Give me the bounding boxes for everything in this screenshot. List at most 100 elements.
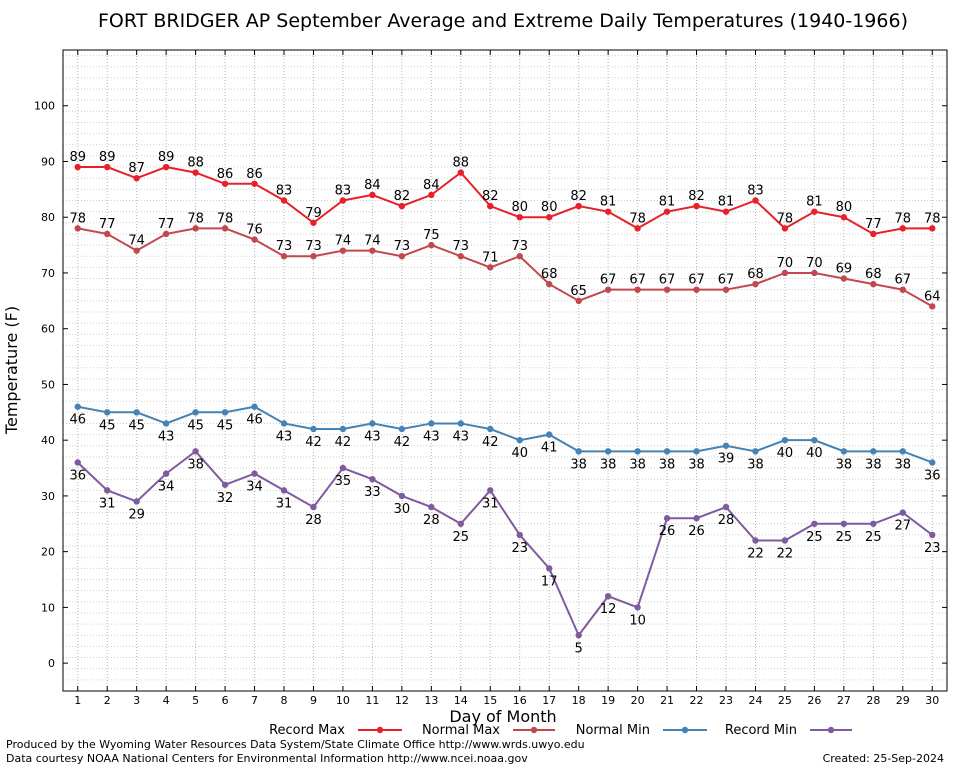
x-tick-label: 1 [74,694,81,707]
data-point-record-max [369,191,376,199]
data-point-record-min [428,503,435,511]
data-point-normal-max [104,230,111,238]
data-label-normal-max: 68 [865,267,882,282]
legend-label-normal-max: Normal Max [422,723,500,738]
data-label-normal-max: 73 [394,239,411,254]
y-tick-label: 60 [41,323,55,336]
data-point-record-max [516,214,523,221]
data-label-normal-max: 73 [305,239,322,254]
data-point-record-min [929,531,936,539]
data-label-record-max: 78 [629,211,646,226]
x-tick-label: 28 [866,694,880,707]
data-point-normal-max [575,297,582,305]
data-label-normal-min: 39 [718,452,735,467]
data-label-record-max: 84 [364,178,381,193]
data-label-record-min: 23 [511,541,528,556]
data-point-normal-max [722,286,730,293]
data-point-record-max [192,169,199,176]
series-record-min: 36 31 29 34 38 32 34 31 28 35 33 30 28 25 31 23 17 5 12 10 2… [69,448,941,656]
data-label-record-max: 80 [511,200,528,215]
x-tick-label: 24 [748,694,762,707]
data-label-normal-min: 42 [482,435,499,450]
data-label-normal-max: 65 [570,284,587,299]
data-label-normal-min: 38 [688,457,705,472]
data-label-record-min: 38 [187,457,204,472]
data-label-record-max: 78 [924,211,941,226]
data-point-normal-max [604,286,612,293]
data-point-normal-min [516,436,523,444]
data-point-record-min [221,481,229,488]
data-label-record-max: 86 [246,167,263,182]
data-point-normal-min [929,459,936,466]
data-label-normal-min: 38 [659,457,676,472]
data-label-normal-max: 73 [453,239,470,254]
data-point-record-max [251,180,258,187]
x-tick-label: 29 [896,694,910,707]
data-point-normal-max [663,286,671,293]
x-tick-label: 2 [104,694,111,707]
data-point-normal-max [251,236,258,243]
data-point-record-max [722,208,730,215]
data-point-normal-max [781,269,789,277]
data-point-record-min [369,475,376,483]
data-label-normal-max: 75 [423,228,440,243]
data-label-record-max: 77 [865,217,882,232]
data-label-normal-max: 67 [718,273,735,288]
data-point-record-min [133,498,140,505]
x-tick-label: 20 [631,694,645,707]
data-point-normal-max [310,253,317,260]
data-label-normal-min: 43 [364,429,381,444]
data-label-record-max: 89 [69,150,86,165]
legend-marker-normal-min [681,726,689,734]
data-label-record-min: 26 [688,524,705,539]
y-tick-label: 70 [41,267,55,280]
data-point-normal-max [280,253,288,260]
series-normal-min: 46 45 45 43 45 45 46 43 42 42 43 42 43 43 42 40 41 38 38 38… [69,403,941,483]
data-label-normal-min: 43 [423,429,440,444]
data-point-record-max [398,202,406,210]
series-normal-max: 78 77 74 77 78 78 76 73 73 74 74 73 75 73 71 73 68 65 67 67… [69,211,941,310]
x-tick-label: 23 [719,694,733,707]
x-tick-label: 9 [310,694,317,707]
data-point-normal-max [192,225,199,232]
x-tick-label: 26 [807,694,821,707]
data-point-normal-max [74,225,81,232]
data-point-normal-min [192,409,199,416]
footer-credit-line-2: Data courtesy NOAA National Centers for … [6,752,528,765]
x-tick-label: 15 [483,694,497,707]
data-point-record-max [546,214,553,221]
plot-frame [62,49,948,692]
data-label-normal-max: 73 [276,239,293,254]
data-point-normal-min [428,420,435,427]
data-point-normal-min [870,448,877,455]
x-tick-label: 22 [690,694,704,707]
data-point-record-min [487,487,494,494]
data-point-record-max [929,225,936,232]
x-tick-label: 17 [542,694,556,707]
data-label-normal-max: 78 [69,211,86,226]
data-label-record-min: 31 [482,496,499,511]
series-line-normal-max [77,227,933,308]
data-point-record-max [781,225,789,232]
data-label-normal-max: 78 [187,211,204,226]
data-label-record-max: 80 [541,200,558,215]
data-point-normal-max [546,280,553,288]
data-point-record-max [133,175,140,182]
data-point-normal-min [457,420,464,427]
data-point-record-max [221,180,229,187]
data-point-record-max [634,225,641,232]
data-point-record-min [899,509,906,516]
data-point-record-max [310,219,317,226]
data-label-normal-min: 46 [69,413,86,428]
data-label-record-min: 25 [865,530,882,545]
x-tick-label: 6 [222,694,229,707]
data-label-record-max: 82 [482,189,499,204]
y-tick-label: 50 [41,378,55,391]
data-label-record-max: 82 [394,189,411,204]
data-label-record-max: 83 [276,183,293,198]
data-label-record-min: 31 [276,496,293,511]
data-label-normal-max: 67 [659,273,676,288]
